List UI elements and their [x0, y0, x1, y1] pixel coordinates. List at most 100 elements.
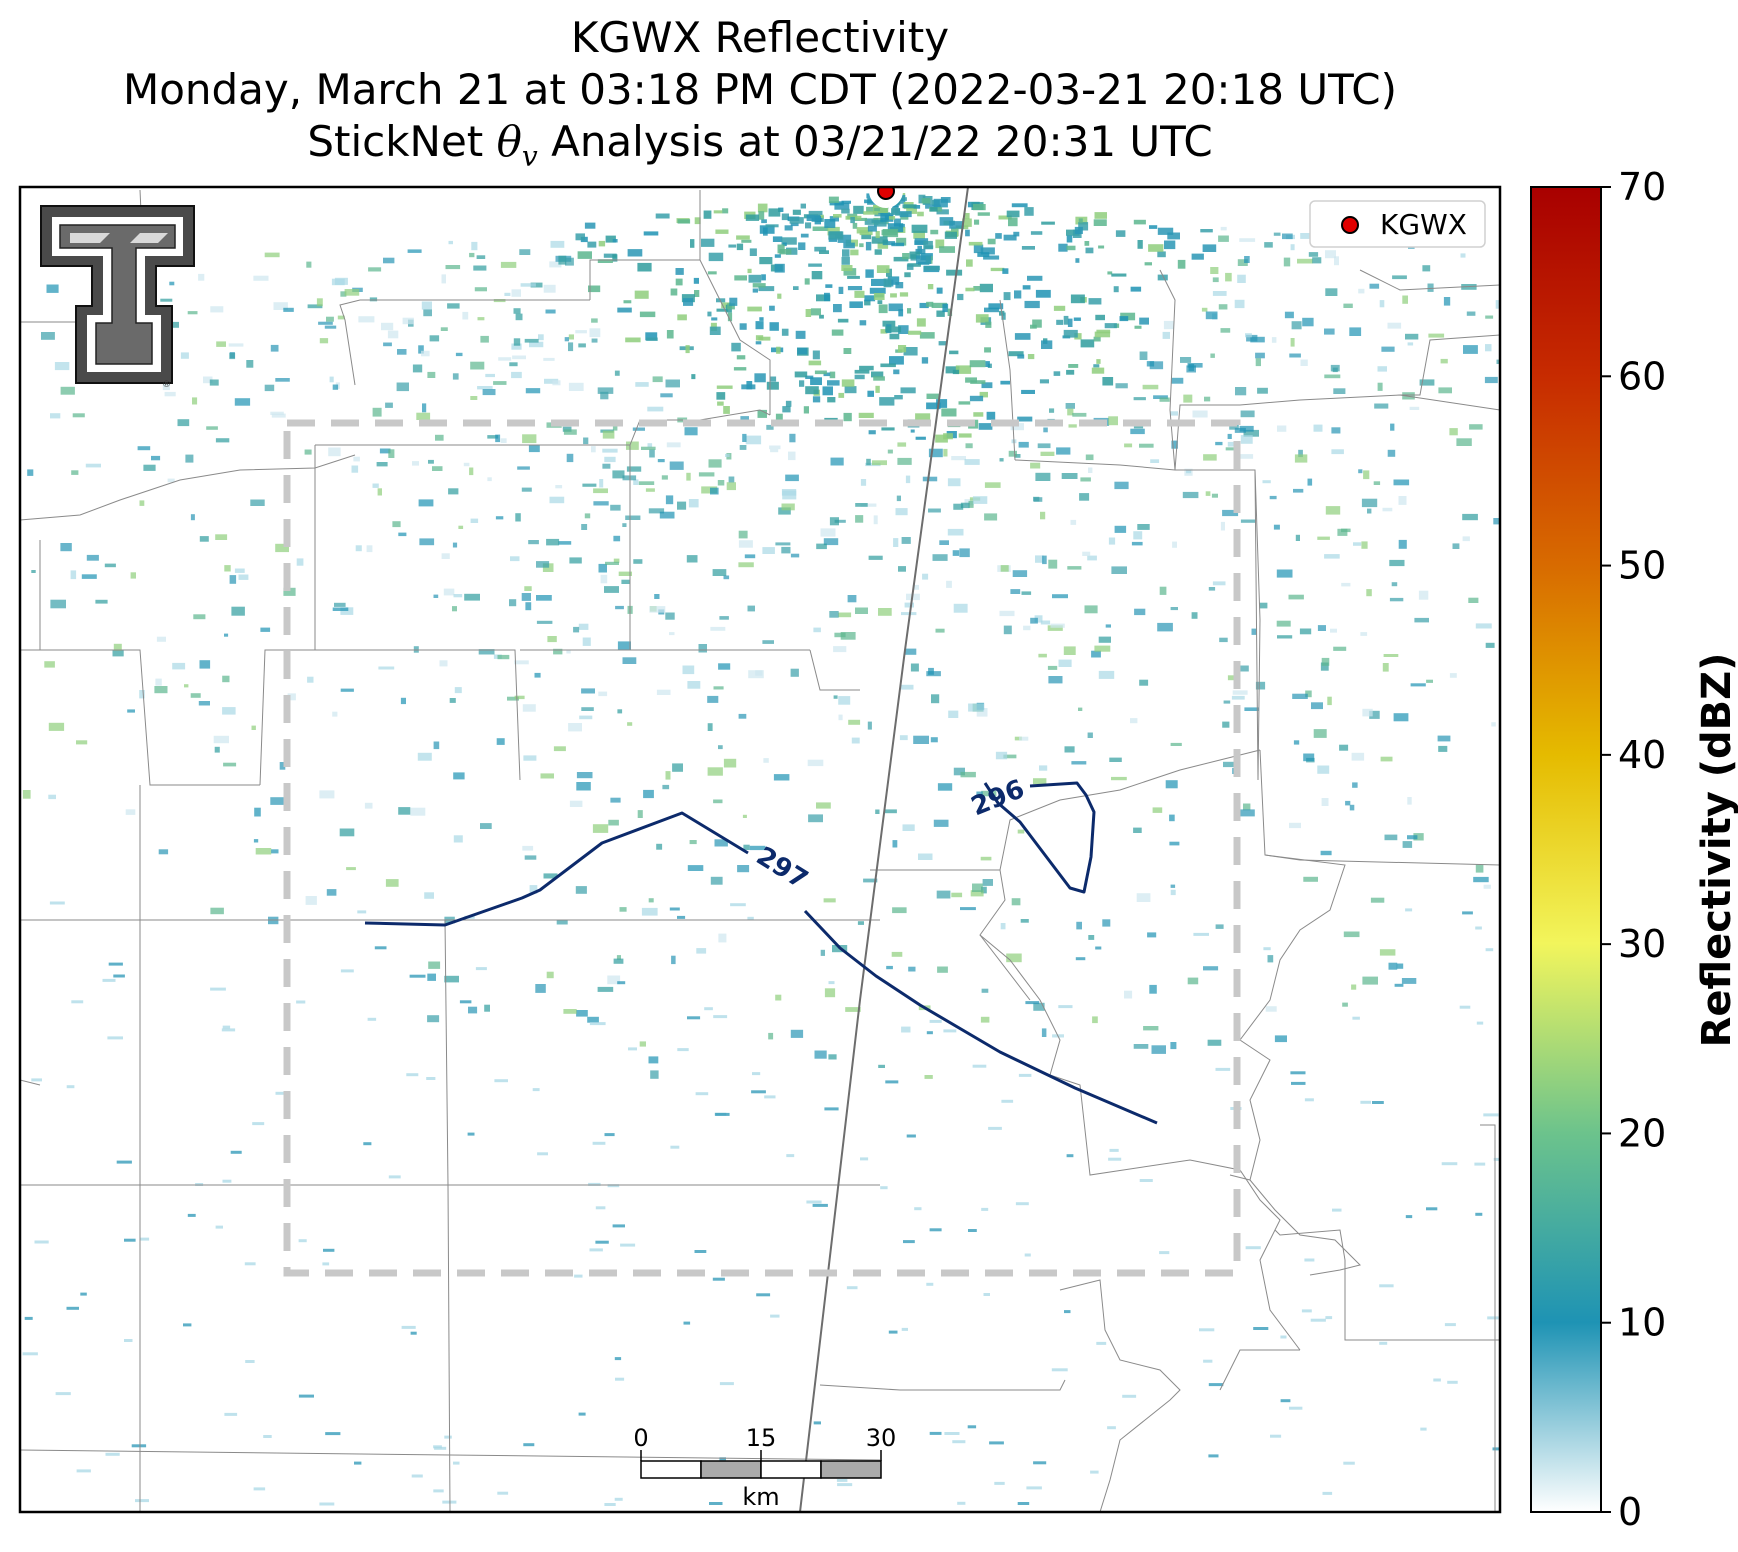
echo-pixel — [967, 1425, 977, 1429]
echo-pixel — [263, 1435, 272, 1438]
echo-pixel — [897, 457, 912, 465]
echo-pixel — [851, 737, 860, 744]
echo-pixel — [1407, 835, 1418, 840]
echo-pixel — [547, 636, 557, 643]
echo-pixel — [968, 1229, 977, 1232]
echo-pixel — [452, 606, 457, 612]
echo-pixel — [1040, 451, 1055, 456]
echo-pixel — [987, 238, 996, 245]
echo-pixel — [883, 278, 892, 288]
echo-pixel — [1018, 1073, 1032, 1077]
echo-pixel — [1290, 338, 1295, 347]
echo-pixel — [1076, 921, 1082, 930]
echo-pixel — [916, 318, 926, 327]
echo-pixel — [989, 1441, 1004, 1445]
echo-pixel — [625, 515, 641, 520]
echo-pixel — [854, 290, 865, 298]
echo-pixel — [917, 211, 924, 217]
echo-pixel — [494, 1079, 508, 1083]
echo-pixel — [685, 345, 690, 354]
echo-pixel — [1373, 481, 1381, 485]
echo-pixel — [1137, 240, 1143, 249]
echo-pixel — [593, 488, 608, 494]
echo-pixel — [808, 263, 822, 267]
echo-pixel — [837, 1483, 853, 1487]
echo-pixel — [1291, 1081, 1306, 1085]
echo-pixel — [366, 545, 373, 553]
echo-pixel — [558, 541, 572, 545]
echo-pixel — [275, 1091, 285, 1095]
echo-pixel — [1142, 384, 1159, 390]
echo-pixel — [776, 346, 781, 354]
echo-pixel — [1066, 369, 1075, 375]
echo-pixel — [670, 288, 678, 296]
echo-pixel — [1098, 245, 1105, 249]
echo-pixel — [532, 1088, 540, 1092]
county-line — [999, 749, 1261, 871]
echo-pixel — [715, 1112, 730, 1116]
echo-pixel — [515, 313, 523, 321]
echo-pixel — [904, 602, 914, 608]
echo-pixel — [1136, 893, 1151, 902]
echo-pixel — [112, 649, 124, 657]
echo-pixel — [1259, 602, 1268, 609]
echo-pixel — [1462, 536, 1470, 542]
echo-pixel — [633, 479, 639, 485]
echo-pixel — [1474, 1162, 1486, 1166]
echo-pixel — [729, 297, 738, 306]
echo-pixel — [206, 426, 218, 430]
echo-pixel — [493, 381, 507, 385]
echo-pixel — [737, 865, 750, 873]
echo-pixel — [943, 1029, 957, 1033]
echo-pixel — [1078, 707, 1083, 711]
echo-pixel — [935, 239, 945, 249]
echo-pixel — [234, 568, 245, 573]
echo-pixel — [215, 1225, 223, 1229]
echo-pixel — [927, 284, 934, 290]
echo-pixel — [221, 1028, 236, 1032]
echo-pixel — [1177, 259, 1186, 269]
echo-pixel — [511, 343, 522, 350]
echo-pixel — [579, 715, 593, 720]
echo-pixel — [1098, 636, 1111, 643]
echo-pixel — [1237, 259, 1248, 266]
echo-pixel — [694, 217, 701, 225]
echo-pixel — [694, 290, 700, 297]
echo-pixel — [859, 243, 864, 248]
echo-pixel — [875, 385, 880, 393]
echo-pixel — [1300, 359, 1308, 366]
echo-pixel — [1191, 612, 1198, 619]
echo-pixel — [831, 329, 844, 336]
echo-pixel — [1157, 622, 1173, 632]
echo-pixel — [977, 212, 990, 216]
echo-pixel — [639, 311, 656, 318]
echo-pixel — [701, 238, 715, 247]
echo-pixel — [966, 259, 973, 267]
echo-pixel — [522, 704, 536, 712]
echo-pixel — [1066, 245, 1076, 251]
echo-pixel — [701, 486, 718, 494]
echo-pixel — [841, 200, 851, 204]
contour-297-line — [364, 811, 749, 927]
echo-pixel — [34, 1240, 49, 1244]
echo-pixel — [1222, 509, 1239, 517]
echo-pixel — [919, 332, 935, 339]
echo-pixel — [528, 444, 540, 453]
echo-pixel — [604, 586, 619, 593]
echo-pixel — [500, 438, 507, 443]
echo-pixel — [781, 237, 797, 245]
echo-pixel — [864, 295, 876, 302]
echo-pixel — [589, 1022, 606, 1026]
echo-pixel — [597, 986, 614, 992]
echo-pixel — [743, 844, 750, 850]
echo-pixel — [781, 546, 791, 554]
echo-pixel — [1274, 1035, 1287, 1043]
echo-pixel — [351, 465, 359, 473]
echo-pixel — [1407, 342, 1414, 346]
echo-pixel — [1409, 406, 1420, 410]
echo-pixel — [945, 366, 960, 374]
echo-pixel — [1067, 408, 1074, 416]
echo-pixel — [755, 335, 764, 341]
echo-pixel — [452, 373, 459, 380]
